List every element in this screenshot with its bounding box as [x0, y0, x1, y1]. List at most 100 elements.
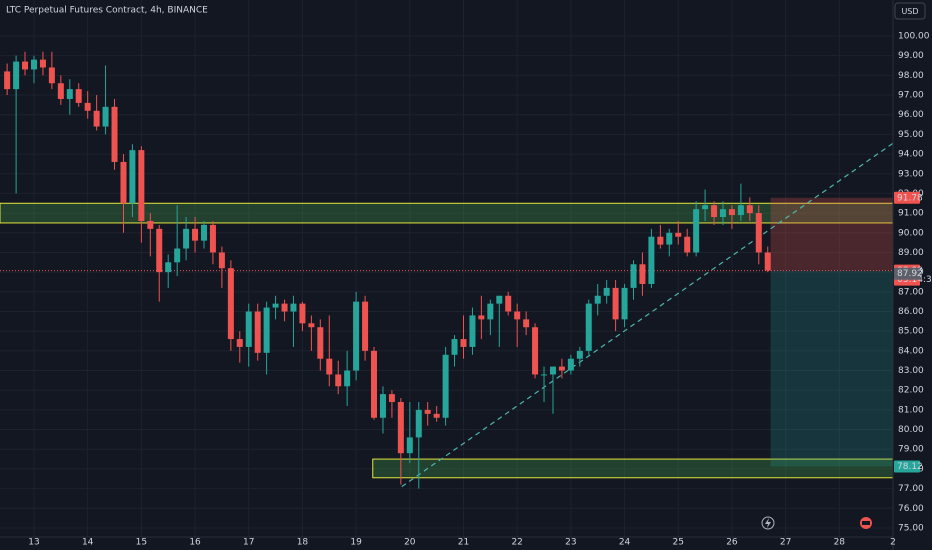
candle-body — [603, 287, 610, 296]
candle-body — [317, 327, 324, 359]
candle-body — [147, 220, 154, 229]
candle-body — [236, 339, 243, 347]
candle-body — [675, 232, 682, 237]
y-tick-label: 90.00 — [898, 228, 924, 238]
x-tick-label: 13 — [28, 538, 39, 548]
candle-body — [183, 228, 190, 249]
chart-title: LTC Perpetual Futures Contract, 4h, BINA… — [6, 6, 208, 16]
candle-body — [22, 61, 29, 70]
candle-body — [711, 205, 718, 218]
x-tick-label: 21 — [458, 538, 469, 548]
x-tick-label: 22 — [511, 538, 522, 548]
candle-body — [576, 350, 583, 359]
candle-body — [388, 394, 395, 403]
candle-body — [415, 409, 422, 438]
candle-body — [451, 339, 458, 355]
candle-body — [39, 59, 46, 68]
candle-body — [460, 339, 467, 347]
candle-body — [335, 374, 342, 387]
y-tick-label: 81.00 — [898, 405, 924, 415]
event-icon[interactable] — [860, 517, 872, 529]
candle-body — [281, 303, 288, 312]
candle-body — [666, 232, 673, 245]
candle-body — [192, 228, 199, 241]
y-tick-label: 87.00 — [898, 287, 924, 297]
candle-body — [693, 209, 700, 253]
candle-body — [397, 402, 404, 454]
candle-body — [514, 311, 521, 320]
x-tick-label: 2 — [890, 538, 896, 548]
candle-body — [621, 287, 628, 320]
candle-body — [639, 264, 646, 284]
y-tick-label: 93.00 — [898, 169, 924, 179]
candle-body — [84, 102, 91, 111]
y-tick-label: 75.00 — [898, 523, 924, 533]
x-tick-label: 26 — [726, 538, 738, 548]
y-tick-label: 79.00 — [898, 445, 924, 455]
currency-button[interactable] — [894, 2, 926, 20]
candle-body — [218, 252, 225, 269]
candle-body — [299, 303, 306, 324]
candle-body — [326, 358, 333, 375]
candle-body — [478, 315, 485, 320]
candle-body — [657, 236, 664, 245]
alert-icon[interactable] — [761, 516, 775, 530]
x-tick-label: 18 — [297, 538, 309, 548]
candle-body — [549, 366, 556, 375]
candle-body — [344, 370, 351, 387]
candle-body — [585, 303, 592, 351]
x-tick-label: 27 — [780, 538, 791, 548]
candle-body — [541, 374, 548, 376]
candle-body — [4, 71, 11, 90]
price-flag-label: 91.78 — [897, 193, 923, 203]
candle-body — [75, 89, 82, 103]
currency-label[interactable]: USD — [901, 7, 918, 16]
y-tick-label: 89.00 — [898, 248, 924, 258]
candle-body — [362, 301, 369, 351]
candle-body — [469, 315, 476, 347]
candle-body — [719, 209, 726, 218]
candle-body — [496, 295, 503, 304]
y-tick-label: 99.00 — [898, 51, 924, 61]
candle-body — [728, 209, 735, 216]
candle-body — [174, 248, 181, 263]
candle-body — [567, 358, 574, 371]
x-tick-label: 17 — [243, 538, 254, 548]
candle-body — [290, 303, 297, 312]
candle-body — [201, 224, 208, 241]
candle-body — [272, 303, 279, 308]
y-tick-label: 85.00 — [898, 327, 924, 337]
candle-body — [13, 61, 20, 90]
candle-body — [129, 150, 136, 204]
alert-bolt[interactable] — [765, 518, 771, 528]
y-tick-label: 76.00 — [898, 504, 924, 514]
y-tick-label: 86.00 — [898, 307, 924, 317]
candle-body — [263, 307, 270, 353]
price-flag-label: 87.92 — [897, 269, 923, 279]
candle-body — [532, 327, 539, 375]
candle-body — [30, 59, 37, 70]
candle-body — [684, 236, 691, 253]
alert-circle[interactable] — [761, 516, 775, 530]
y-tick-label: 100.00 — [898, 32, 930, 42]
candle-body — [370, 350, 377, 418]
candle-body — [594, 295, 601, 304]
x-tick-label: 24 — [619, 538, 631, 548]
candle-body — [156, 228, 163, 273]
event-mark[interactable] — [862, 521, 870, 525]
candle-body — [523, 319, 530, 328]
grid — [0, 0, 894, 537]
y-tick-label: 98.00 — [898, 71, 924, 81]
y-tick-label: 82.00 — [898, 386, 924, 396]
price-flag-label: 78.12 — [897, 462, 923, 472]
candle-body — [254, 311, 261, 353]
candle-body — [737, 205, 744, 216]
candle-body — [764, 252, 771, 271]
candle-body — [227, 268, 234, 340]
candle-body — [209, 224, 216, 253]
candle-body — [66, 89, 73, 99]
price-flag — [894, 267, 920, 280]
candle-body — [630, 264, 637, 288]
